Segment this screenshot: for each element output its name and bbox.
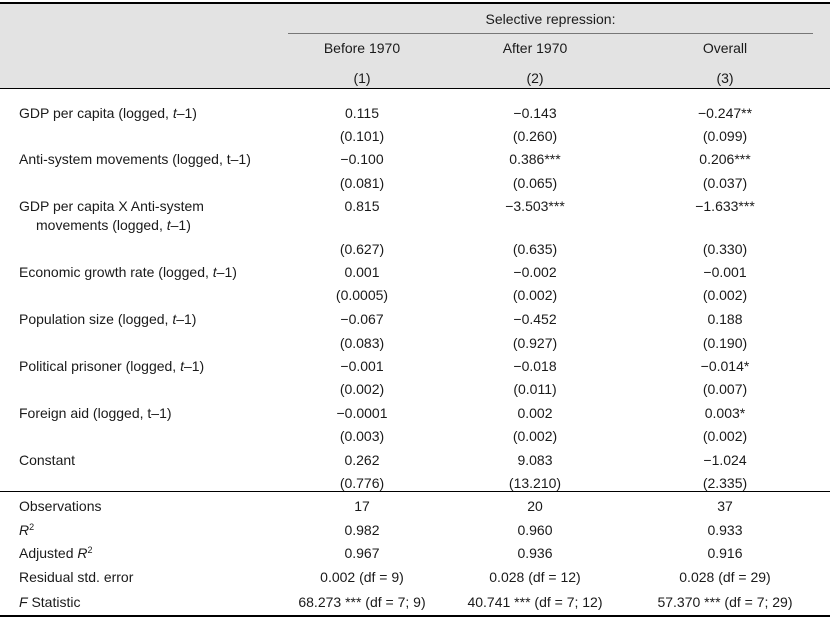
row-label: Economic growth rate (logged, t–1): [19, 264, 237, 280]
stats-rule: [0, 491, 830, 492]
coef-cell: −0.143: [513, 105, 557, 121]
column-number-1: (1): [353, 70, 371, 86]
row-label: GDP per capita (logged, t–1): [19, 105, 197, 121]
coef-cell: −0.018: [513, 358, 557, 374]
coef-cell: −0.002: [513, 264, 557, 280]
row-label: Population size (logged, t–1): [19, 311, 197, 327]
stat-cell: 40.741 *** (df = 7; 12): [467, 594, 603, 610]
stat-cell: 0.002 (df = 9): [320, 569, 404, 585]
stat-label: R2: [19, 522, 35, 538]
coef-cell: 0.262: [344, 452, 380, 468]
stat-cell: 57.370 *** (df = 7; 29): [657, 594, 793, 610]
se-cell: (0.002): [512, 428, 558, 444]
se-cell: (0.083): [339, 335, 385, 351]
se-cell: (2.335): [702, 475, 748, 491]
stat-cell: 0.982: [344, 522, 380, 538]
stat-label: Observations: [19, 498, 102, 514]
stat-cell: 68.273 *** (df = 7; 9): [298, 594, 426, 610]
se-cell: (0.330): [702, 241, 748, 257]
table-header-band: [0, 4, 830, 88]
row-label: Constant: [19, 452, 76, 468]
coef-cell: −3.503***: [505, 198, 565, 214]
se-cell: (0.101): [339, 128, 385, 144]
se-cell: (0.007): [702, 381, 748, 397]
coef-cell: 0.386***: [509, 151, 561, 167]
bottom-rule: [0, 615, 830, 617]
column-header-1: Before 1970: [323, 40, 401, 56]
coef-cell: 0.188: [707, 311, 743, 327]
se-cell: (0.081): [339, 175, 385, 191]
stat-cell: 37: [717, 498, 733, 514]
stat-cell: 0.960: [517, 522, 553, 538]
coef-cell: 0.206***: [699, 151, 751, 167]
coef-cell: −0.014*: [700, 358, 750, 374]
coef-cell: 0.003*: [704, 405, 746, 421]
row-label-continuation: movements (logged, t–1): [36, 217, 191, 233]
column-number-3: (3): [716, 70, 734, 86]
se-cell: (0.635): [512, 241, 558, 257]
stat-label: F Statistic: [19, 594, 81, 610]
stat-cell: 0.967: [344, 545, 380, 561]
stat-cell: 17: [354, 498, 370, 514]
column-header-3: Overall: [702, 40, 748, 56]
stat-cell: 0.028 (df = 29): [679, 569, 771, 585]
top-rule: [0, 2, 830, 4]
se-cell: (0.037): [702, 175, 748, 191]
column-header-2: After 1970: [502, 40, 568, 56]
coef-cell: −0.001: [703, 264, 747, 280]
stat-cell: 20: [527, 498, 543, 514]
coef-cell: −0.001: [340, 358, 384, 374]
coef-cell: −0.067: [340, 311, 384, 327]
coef-cell: −0.0001: [336, 405, 388, 421]
se-cell: (0.099): [702, 128, 748, 144]
coef-cell: 0.002: [517, 405, 553, 421]
stat-cell: 0.936: [517, 545, 553, 561]
row-label: GDP per capita X Anti-system: [19, 198, 204, 214]
se-cell: (0.002): [339, 381, 385, 397]
row-label: Foreign aid (logged, t–1): [19, 405, 172, 421]
row-label: Anti-system movements (logged, t–1): [19, 151, 251, 167]
se-cell: (0.002): [512, 287, 558, 303]
coef-cell: 0.001: [344, 264, 380, 280]
se-cell: (0.003): [339, 428, 385, 444]
se-cell: (0.260): [512, 128, 558, 144]
se-cell: (13.210): [508, 475, 562, 491]
column-number-2: (2): [526, 70, 544, 86]
coef-cell: −1.024: [703, 452, 747, 468]
stat-cell: 0.933: [707, 522, 743, 538]
stat-label: Residual std. error: [19, 569, 134, 585]
coef-cell: −0.100: [340, 151, 384, 167]
se-cell: (0.011): [513, 381, 557, 397]
row-label: Political prisoner (logged, t–1): [19, 358, 205, 374]
se-cell: (0.002): [702, 428, 748, 444]
coef-cell: −1.633***: [695, 198, 755, 214]
se-cell: (0.190): [702, 335, 748, 351]
coef-cell: 0.815: [344, 198, 380, 214]
stat-cell: 0.916: [707, 545, 743, 561]
coef-cell: −0.247**: [697, 105, 753, 121]
se-cell: (0.002): [702, 287, 748, 303]
se-cell: (0.627): [339, 241, 385, 257]
se-cell: (0.0005): [335, 287, 389, 303]
header-rule: [0, 88, 830, 89]
se-cell: (0.927): [512, 335, 558, 351]
stat-label: Adjusted R2: [19, 545, 93, 561]
stat-cell: 0.028 (df = 12): [489, 569, 581, 585]
coef-cell: 9.083: [517, 452, 553, 468]
column-group-rule: [288, 33, 813, 34]
se-cell: (0.065): [512, 175, 558, 191]
column-group-label: Selective repression:: [485, 11, 616, 27]
coef-cell: −0.452: [513, 311, 557, 327]
se-cell: (0.776): [339, 475, 385, 491]
coef-cell: 0.115: [345, 105, 379, 121]
